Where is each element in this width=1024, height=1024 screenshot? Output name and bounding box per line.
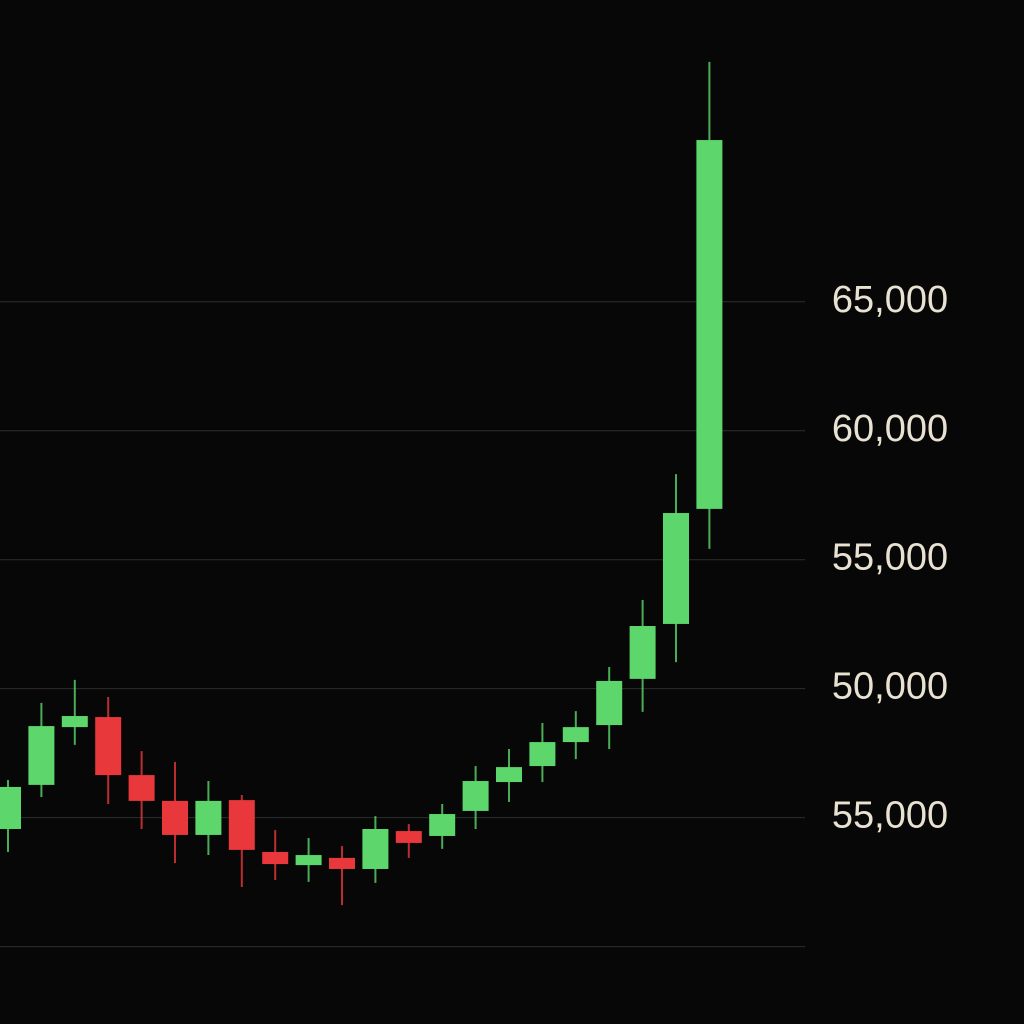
candle-body [696,140,723,509]
candle-body [228,800,255,850]
candle-body [362,829,389,869]
candle-body [162,800,188,835]
candle-body [663,513,689,624]
candle-body [462,781,489,811]
candle-body [0,786,21,830]
y-tick-label: 50,000 [832,666,948,708]
candle-body [429,814,456,836]
candle-body [329,857,355,869]
y-tick-label: 65,000 [832,279,948,321]
y-tick-label: 55,000 [832,537,948,579]
candle-body [95,717,122,776]
candle-body [395,831,422,843]
candle-body [496,767,522,783]
candle-body [596,680,623,726]
y-tick-label: 60,000 [832,408,948,450]
candle-body [529,742,556,767]
candle-body [128,775,155,801]
candle-body [562,727,589,743]
candle-body [629,626,656,679]
candle-body [61,716,88,728]
candle-body [262,851,289,865]
candle-body [295,855,322,866]
candle-body [28,726,55,785]
y-tick-label: 55,000 [832,795,948,837]
candle-body [195,800,222,835]
